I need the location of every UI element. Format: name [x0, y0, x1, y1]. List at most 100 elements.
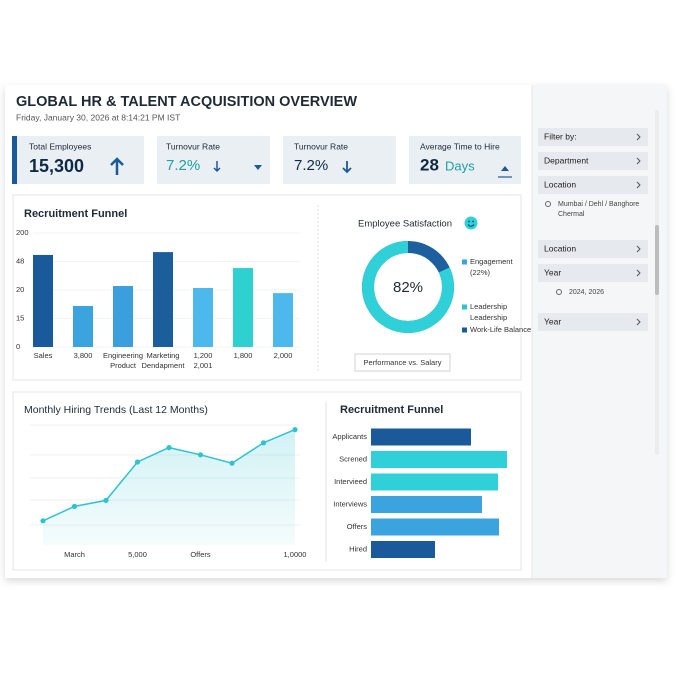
bar: [233, 268, 253, 347]
x-tick-label: 1,200: [194, 351, 213, 360]
detail-icon: [545, 201, 551, 207]
kpi-value: 7.2%: [166, 157, 200, 174]
bar: [371, 451, 507, 468]
kpi-value: 15,300: [29, 156, 84, 176]
legend-label: Work-Life Balance: [470, 325, 531, 334]
y-tick-label: Offers: [347, 522, 368, 531]
filter-label: Location: [544, 179, 576, 189]
kpi-card: [12, 136, 144, 184]
kpi-label: Average Time to Hire: [420, 141, 500, 151]
kpi-card: [409, 136, 521, 184]
kpi-value: 28: [420, 155, 439, 174]
up-caret: [501, 166, 509, 171]
down-arrow: [342, 161, 352, 174]
point: [292, 427, 298, 433]
x-tick-label: March: [64, 550, 85, 559]
kpi-label: Total Employees: [29, 141, 91, 151]
point: [197, 452, 204, 458]
legend-detail: (22%): [470, 268, 491, 277]
smiley-mouth: [467, 224, 475, 227]
filter-detail: Mumbai / Dehl / Banghore: [558, 201, 639, 208]
filter-row[interactable]: [538, 128, 648, 146]
filter-row[interactable]: [538, 264, 648, 282]
kpi-card: [157, 136, 270, 184]
legend-label: Engagement: [470, 257, 513, 266]
legend-label: Leadership: [470, 302, 507, 311]
bar: [33, 254, 53, 347]
bar: [73, 305, 93, 347]
title: GLOBAL HR & TALENT ACQUISITION OVERVIEW: [16, 94, 357, 110]
kpi-label: Turnovur Rate: [294, 141, 348, 151]
chart-title: Monthly Hiring Trends (Last 12 Months): [24, 404, 208, 416]
y-tick-label: Applicants: [332, 432, 367, 441]
x-tick-label: Offers: [190, 550, 211, 559]
x-tick-label: 1,0000: [284, 550, 307, 559]
point: [71, 503, 78, 509]
scroll-thumb[interactable]: [655, 225, 659, 295]
filter-row[interactable]: [538, 240, 648, 258]
down-arrow: [213, 161, 221, 173]
x-tick-label: Marketing: [147, 351, 180, 360]
donut-arc: [362, 241, 454, 333]
y-tick-label: Interviews: [333, 499, 367, 508]
button-label[interactable]: Performance vs. Salary: [364, 358, 442, 367]
chevron: [636, 157, 641, 165]
chart-title: Recruitment Funnel: [340, 404, 443, 416]
point: [40, 518, 46, 524]
x-tick-label: 1,800: [234, 351, 253, 360]
x-tick-label: 3,800: [74, 351, 93, 360]
filter-row[interactable]: [538, 313, 648, 331]
bar: [193, 288, 213, 347]
chart-title: Recruitment Funnel: [24, 208, 127, 220]
bar: [371, 518, 499, 536]
detail-icon: [556, 289, 562, 295]
bar: [371, 496, 482, 513]
y-tick-label: Screned: [339, 454, 367, 463]
filter-row[interactable]: [538, 176, 648, 194]
point: [166, 445, 172, 451]
bar: [153, 252, 173, 347]
x-tick-label: 5,000: [128, 550, 147, 559]
y-tick-label: Intervieed: [334, 477, 367, 486]
chevron: [636, 245, 641, 253]
point: [229, 460, 235, 466]
chevron: [636, 133, 641, 141]
point: [260, 440, 267, 446]
area: [43, 429, 295, 545]
legend-swatch: [462, 327, 467, 333]
x-tick-label: Engineering: [103, 351, 143, 360]
filter-row[interactable]: [538, 152, 648, 170]
smiley-eye: [472, 220, 474, 223]
kpi-unit: Days: [445, 158, 475, 173]
y-tick-label: 20: [16, 285, 24, 294]
legend-swatch: [462, 259, 467, 265]
smiley-eye: [468, 220, 470, 223]
x-tick-label: 2,000: [274, 351, 293, 360]
bar: [371, 541, 435, 558]
bar: [273, 293, 293, 347]
dropdown[interactable]: [254, 165, 262, 170]
filter-label: Year: [544, 316, 561, 326]
filter-label: Department: [544, 155, 589, 165]
chevron: [636, 181, 641, 189]
x-tick-label: Sales: [34, 351, 53, 360]
x-tick-sublabel: Dendapment: [142, 361, 186, 370]
up-arrow: [110, 157, 124, 175]
button[interactable]: [354, 353, 451, 372]
filter-detail: 2024, 2026: [569, 289, 604, 296]
chart-title: Employee Satisfaction: [358, 219, 452, 230]
chevron: [636, 318, 641, 326]
chevron: [636, 269, 641, 277]
x-tick-sublabel: 2,001: [194, 361, 213, 370]
filter-detail: Chermal: [558, 211, 585, 218]
filter-label: Location: [544, 243, 576, 253]
kpi-accent: [12, 136, 17, 184]
y-tick-label: 48: [16, 256, 24, 265]
y-tick-label: Hired: [349, 544, 367, 553]
y-tick-label: 0: [16, 342, 20, 351]
point: [103, 497, 109, 503]
donut-label: 82%: [393, 279, 423, 296]
legend-detail: Leadership: [470, 313, 507, 322]
